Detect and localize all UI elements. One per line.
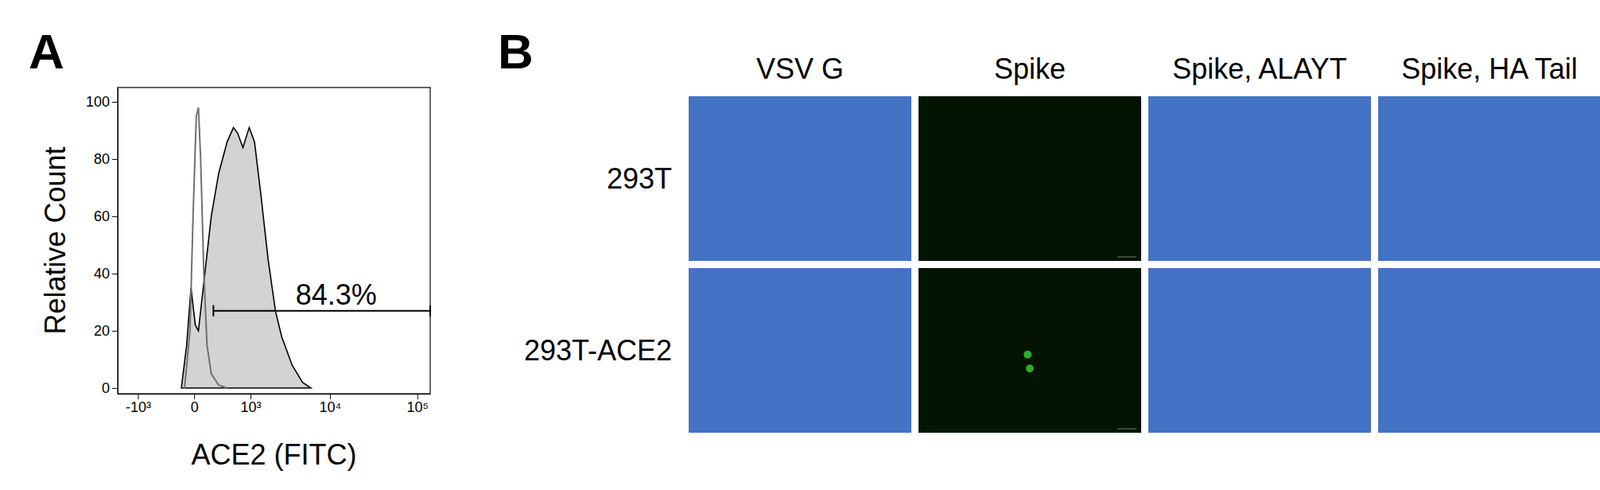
panel-label: A xyxy=(28,23,65,79)
image-panel xyxy=(1148,96,1371,261)
plot-frame xyxy=(117,87,431,394)
y-tick-mark xyxy=(112,273,118,275)
x-axis-line xyxy=(118,393,432,395)
scale-bar xyxy=(1117,256,1137,258)
gate-label: 84.3% xyxy=(295,278,377,311)
x-tick: 10³ xyxy=(240,393,261,416)
column-header: Spike xyxy=(994,52,1066,86)
scale-bar xyxy=(1117,427,1137,430)
image-panel xyxy=(688,96,912,261)
y-tick: 20 xyxy=(93,322,118,339)
x-tick: 10⁵ xyxy=(407,393,429,416)
histogram-line xyxy=(184,107,228,389)
y-axis-line xyxy=(117,88,119,395)
image-panel xyxy=(1378,267,1600,433)
x-tick: -10³ xyxy=(125,393,152,416)
y-axis: 0 20 40 60 80 100 xyxy=(85,88,119,397)
y-tick-mark xyxy=(112,101,118,103)
image-cell xyxy=(1378,96,1600,261)
x-axis-title: ACE2 (FITC) xyxy=(190,438,357,471)
y-tick-mark xyxy=(112,388,118,389)
image-panel xyxy=(1148,267,1371,433)
image-panel xyxy=(1378,96,1600,261)
y-tick-label: 40 xyxy=(93,265,110,282)
image-cell xyxy=(1148,267,1371,433)
image-cell xyxy=(688,267,912,433)
x-tick-label: 10⁵ xyxy=(407,399,429,416)
image-panel xyxy=(918,96,1142,261)
y-tick: 0 xyxy=(101,380,118,397)
x-axis: -10³ 0 10³ 10⁴ 10⁵ xyxy=(118,393,432,416)
x-tick-label: -10³ xyxy=(125,399,152,416)
column-header: Spike, HA Tail xyxy=(1401,52,1577,86)
x-tick: 0 xyxy=(190,393,199,416)
y-tick: 40 xyxy=(93,265,118,282)
gate-end xyxy=(212,305,214,317)
y-tick: 60 xyxy=(93,208,118,225)
gate-end xyxy=(429,305,432,317)
row-label: 293T xyxy=(606,162,672,195)
y-tick-label: 100 xyxy=(85,93,110,110)
y-tick-label: 20 xyxy=(93,322,110,339)
y-tick-label: 60 xyxy=(93,208,110,225)
y-tick-label: 80 xyxy=(93,151,110,167)
y-tick-label: 0 xyxy=(101,380,110,397)
x-tick-label: 0 xyxy=(190,399,199,416)
figure: A -10³ 0 10³ 10⁴ 10⁵ 0 20 40 60 80 100 ACE2 (FITC) Re… xyxy=(0,0,1600,490)
y-tick: 80 xyxy=(93,151,118,167)
column-header: Spike, ALAYT xyxy=(1172,52,1347,86)
image-cell xyxy=(688,96,912,261)
image-cell xyxy=(1378,267,1600,433)
y-tick-mark xyxy=(112,159,118,160)
panel-label: B xyxy=(497,23,534,79)
image-cell xyxy=(918,96,1142,261)
fluorescent-cell xyxy=(1025,364,1034,373)
y-tick-mark xyxy=(112,330,118,332)
image-panel xyxy=(918,267,1142,433)
x-tick-label: 10⁴ xyxy=(319,399,342,416)
column-header: VSV G xyxy=(756,52,844,86)
x-tick: 10⁴ xyxy=(319,393,342,416)
image-panel xyxy=(688,267,912,433)
image-cell xyxy=(1148,96,1371,261)
fluorescent-cell xyxy=(1023,350,1032,359)
y-axis-title: Relative Count xyxy=(38,146,72,334)
y-tick-mark xyxy=(112,216,118,218)
x-tick-label: 10³ xyxy=(240,399,261,416)
plot-area xyxy=(181,107,311,389)
row-label: 293T-ACE2 xyxy=(524,333,672,367)
y-tick: 100 xyxy=(85,93,118,110)
image-cell xyxy=(918,267,1142,433)
